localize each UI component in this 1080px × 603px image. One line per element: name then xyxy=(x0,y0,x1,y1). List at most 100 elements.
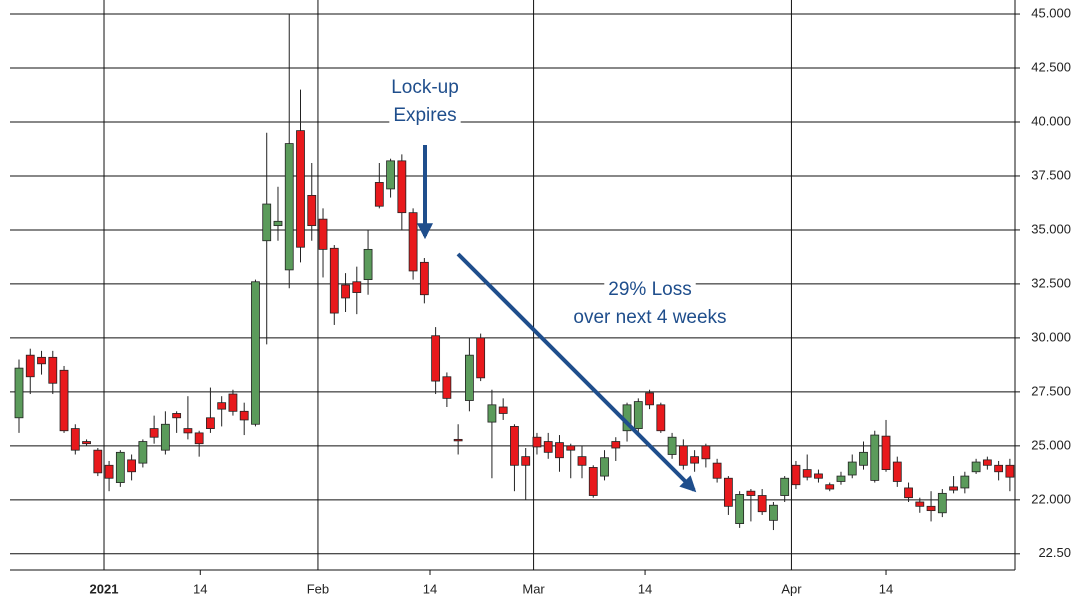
y-tick-label: 32.500 xyxy=(1031,275,1071,290)
y-tick-label: 45.000 xyxy=(1031,5,1071,20)
annotation-text: Lock-up xyxy=(391,77,459,98)
annotation-bg xyxy=(569,305,731,331)
candle-body xyxy=(757,495,767,513)
candle-body xyxy=(464,354,474,401)
candle-body xyxy=(791,464,801,486)
candle-body xyxy=(487,404,497,423)
candle-body xyxy=(735,494,745,524)
candle-body xyxy=(937,492,947,514)
x-tick-label: 14 xyxy=(879,581,893,596)
candle-body xyxy=(780,477,790,496)
candle-body xyxy=(329,247,339,314)
annotation-bg xyxy=(604,277,696,303)
y-tick-label: 30.000 xyxy=(1031,329,1071,344)
candle-body xyxy=(847,461,857,476)
candle-body xyxy=(555,442,564,459)
y-tick-label: 22.50 xyxy=(1038,545,1071,560)
annotations: Lock-up Expires 29% Loss over next 4 weeks xyxy=(387,75,731,331)
candle-body xyxy=(341,284,350,299)
candle-body xyxy=(802,469,812,478)
candle-body xyxy=(363,248,373,281)
candle-body xyxy=(70,428,80,451)
candle-body xyxy=(892,461,902,482)
candle-body xyxy=(476,337,486,379)
annotation-text: 29% Loss xyxy=(608,279,691,300)
candle-body xyxy=(915,501,925,507)
y-tick-label: 22.000 xyxy=(1031,491,1071,506)
x-tick-label: Mar xyxy=(522,581,545,596)
candle-body xyxy=(115,451,125,483)
annotation-bg xyxy=(387,75,463,101)
candle-body xyxy=(206,417,215,429)
candle-body xyxy=(273,220,283,227)
candle-body xyxy=(746,490,756,496)
x-tick-label: Feb xyxy=(307,581,329,596)
candle-body xyxy=(194,432,204,445)
candle-body xyxy=(352,281,362,293)
candle-body xyxy=(566,445,576,451)
candle-body xyxy=(149,428,159,438)
candle-body xyxy=(690,456,699,464)
candle-body xyxy=(543,441,553,453)
x-tick-label: 14 xyxy=(193,581,207,596)
candle-body xyxy=(307,194,317,227)
annotation-bg xyxy=(389,103,461,129)
grid: 45.000 42.500 40.000 37.500 35.000 32.500 30.0… xyxy=(10,0,1071,596)
candle-body xyxy=(453,438,463,442)
x-tick-label: 14 xyxy=(638,581,652,596)
candle-body xyxy=(859,451,868,466)
candle-body xyxy=(577,456,587,466)
candle-body xyxy=(723,477,733,507)
candle-body xyxy=(926,505,936,512)
candle-body xyxy=(769,504,778,521)
x-tick-label: 14 xyxy=(423,581,437,596)
candle-body xyxy=(14,367,24,419)
candle-body xyxy=(521,456,531,466)
candle-body xyxy=(37,356,46,365)
candle-body xyxy=(982,459,992,466)
candle-body xyxy=(611,441,621,449)
candle-body xyxy=(825,484,835,490)
candle-body xyxy=(318,218,328,250)
candle-body xyxy=(262,203,272,242)
candle-body xyxy=(600,457,609,477)
candle-body xyxy=(127,459,136,473)
candle-body xyxy=(431,335,441,382)
candle-body xyxy=(374,182,384,207)
candle-body xyxy=(397,160,407,214)
candle-body xyxy=(59,369,69,432)
candle-body xyxy=(172,413,182,419)
candle-body xyxy=(836,475,846,482)
y-tick-label: 40.000 xyxy=(1031,113,1071,128)
candle-body xyxy=(138,441,148,464)
candle-body xyxy=(217,402,227,410)
candle-body xyxy=(870,434,880,481)
annotation-text: over next 4 weeks xyxy=(573,307,726,328)
candle-body xyxy=(532,436,542,448)
candle-body xyxy=(386,160,395,190)
candle-body xyxy=(104,464,114,479)
candle-body xyxy=(994,464,1004,473)
y-tick-label: 35.000 xyxy=(1031,221,1071,236)
y-tick-label: 27.500 xyxy=(1031,383,1071,398)
candle-body xyxy=(656,404,666,432)
candle-body xyxy=(160,423,170,451)
candle-body xyxy=(904,487,913,499)
annotation-text: Expires xyxy=(393,105,456,126)
candle-body xyxy=(814,473,823,479)
candle-body xyxy=(712,462,722,479)
y-tick-label: 37.500 xyxy=(1031,167,1071,182)
y-tick-label: 42.500 xyxy=(1031,59,1071,74)
annotation-arrow xyxy=(456,252,697,493)
y-tick-label: 25.000 xyxy=(1031,437,1071,452)
x-tick-label: Apr xyxy=(781,581,802,596)
candle-body xyxy=(419,261,429,296)
candle-body xyxy=(48,356,58,384)
candle-body xyxy=(228,393,238,412)
candle-body xyxy=(408,212,418,272)
candle-body xyxy=(442,376,452,399)
candle-body xyxy=(881,435,891,471)
candle-body xyxy=(498,406,508,414)
candle-body xyxy=(678,445,688,466)
candle-body xyxy=(949,486,958,491)
